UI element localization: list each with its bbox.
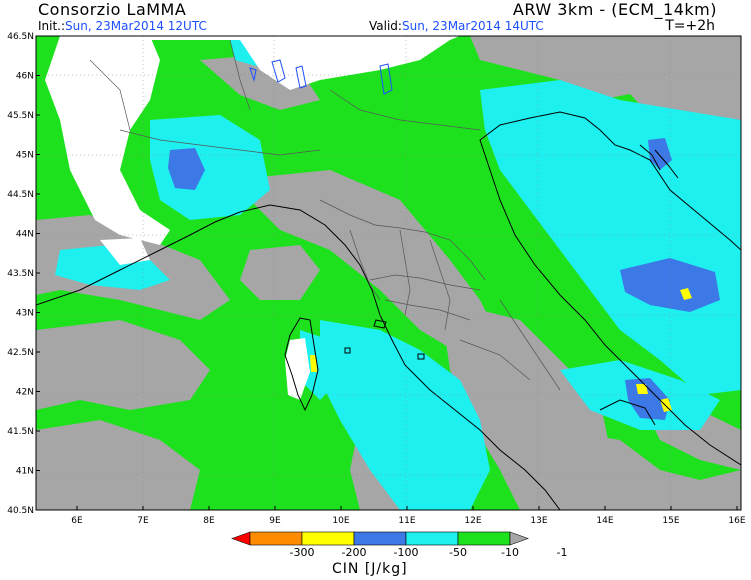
valid-time: Valid:Sun, 23Mar2014 14UTC [369,19,544,33]
longitude-labels: 6E 7E 8E 9E 10E 11E 12E 13E 14E 15E 16E [71,506,746,526]
valid-value: Sun, 23Mar2014 14UTC [401,19,544,33]
field-missing [45,36,460,400]
org-title: Consorzio LaMMA [38,0,187,19]
lon-tick-label: 14E [596,516,613,526]
lat-tick-label: 44N [16,230,34,240]
colorbar-tick-label: -100 [394,546,419,559]
lat-tick-label: 42.5N [7,348,34,358]
lead-time: T=+2h [665,18,715,34]
lat-tick-label: 40.5N [7,506,34,516]
field-cyan [55,40,741,510]
field-yellow [310,288,692,412]
lon-tick-label: 13E [530,516,547,526]
lon-tick-label: 12E [464,516,481,526]
lat-tick-label: 41.5N [7,427,34,437]
lat-tick-label: 46N [16,72,34,82]
colorbar-bin [231,531,251,546]
lon-tick-label: 15E [662,516,679,526]
colorbar-bin [509,531,529,546]
lat-tick-label: 41N [16,467,34,477]
colorbar-tick-label: -200 [342,546,367,559]
colorbar-bin [405,531,459,546]
lon-tick-label: 7E [137,516,149,526]
lon-tick-label: 11E [398,516,415,526]
colorbar-bin [249,531,303,546]
lat-tick-label: 44.5N [7,190,34,200]
colorbar-tick-label: -50 [449,546,467,559]
colorbar-tick-label: -10 [501,546,519,559]
model-title: ARW 3km - (ECM_14km) [512,0,717,19]
init-label: Init.: [38,19,66,33]
latitude-labels: 46.5N 46N 45.5N 45N 44.5N 44N 43.5N 43N 42.5N 42N… [7,32,40,516]
lon-tick-label: 10E [332,516,349,526]
lat-tick-label: 46.5N [7,32,34,42]
map-field [36,36,741,510]
colorbar: -300 -200 -100 -50 -10 -1 [231,531,568,559]
coastlines [36,111,741,510]
init-value: Sun, 23Mar2014 12UTC [65,19,207,33]
lat-tick-label: 43N [16,309,34,319]
lakes [249,59,393,95]
valid-label: Valid: [369,19,402,33]
colorbar-bin [301,531,355,546]
colorbar-tick-label: -1 [557,546,568,559]
init-time: Init.:Sun, 23Mar2014 12UTC [38,19,207,33]
lat-tick-label: 45.5N [7,111,34,121]
graticule [36,36,741,510]
lat-tick-label: 45N [16,151,34,161]
lon-tick-label: 6E [71,516,83,526]
colorbar-bin [353,531,407,546]
lat-tick-label: 43.5N [7,269,34,279]
colorbar-tick-label: -300 [290,546,315,559]
lon-tick-label: 16E [728,516,745,526]
region-borders [89,39,561,391]
lon-tick-label: 8E [203,516,215,526]
lon-tick-label: 9E [269,516,281,526]
lat-tick-label: 42N [16,388,34,398]
colorbar-bin [457,531,511,546]
colorbar-title: CIN [J/kg] [332,561,408,577]
